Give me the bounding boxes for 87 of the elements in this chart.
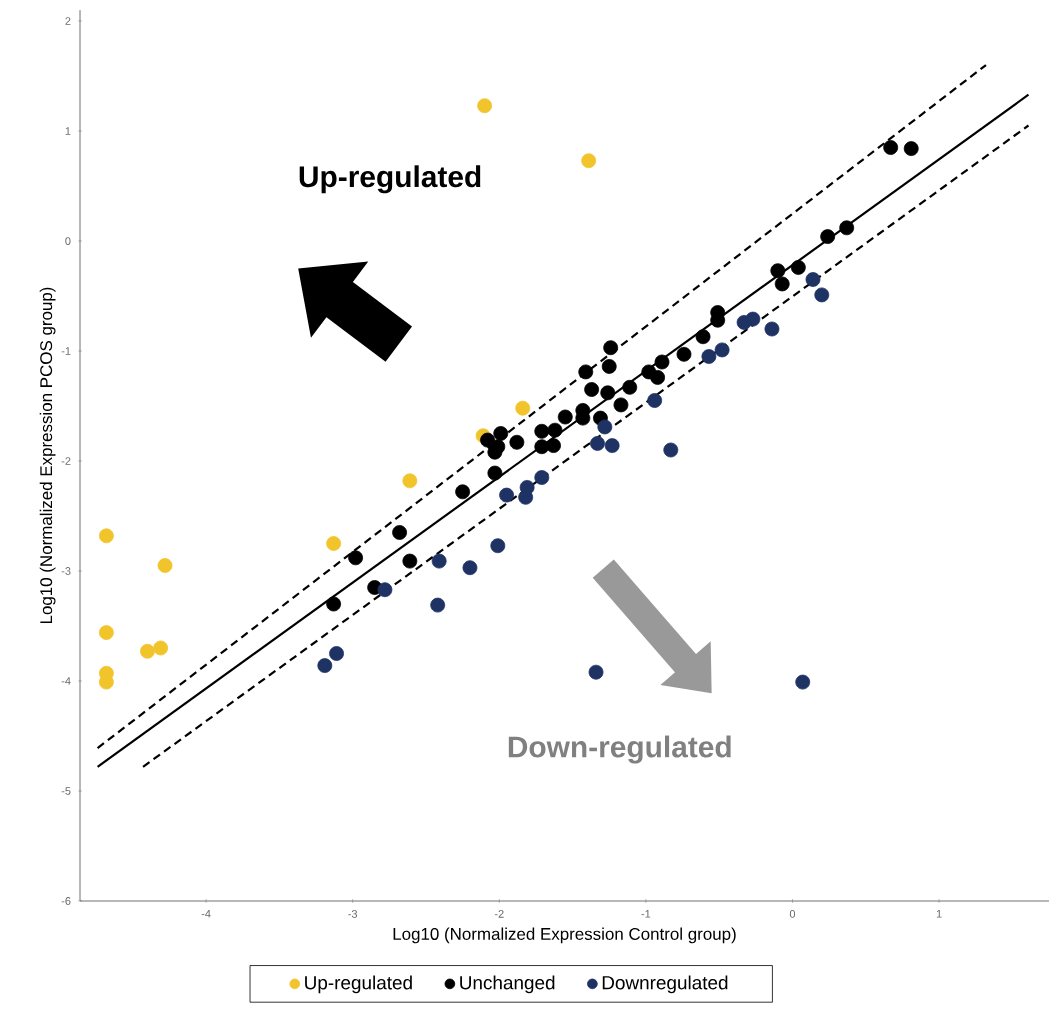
point xyxy=(329,646,344,661)
point xyxy=(477,98,493,114)
point xyxy=(431,553,447,569)
point xyxy=(534,423,550,439)
point xyxy=(140,643,155,659)
point xyxy=(578,364,594,380)
x-tick-label: -2 xyxy=(494,910,504,918)
legend-label: Unchanged xyxy=(460,975,555,994)
point xyxy=(883,140,899,155)
x-tick-label: 1 xyxy=(936,910,942,918)
point xyxy=(613,397,629,413)
point xyxy=(348,550,364,566)
point xyxy=(600,385,616,401)
point xyxy=(546,438,561,454)
point xyxy=(795,674,811,690)
point xyxy=(654,354,670,370)
y-tick-label: -5 xyxy=(61,787,71,795)
point xyxy=(515,400,531,416)
point xyxy=(790,260,806,275)
x-tick-label: -1 xyxy=(641,910,651,918)
point xyxy=(770,263,786,279)
y-tick-label: 2 xyxy=(65,17,71,25)
point xyxy=(745,311,761,327)
point xyxy=(820,229,836,245)
point xyxy=(153,640,169,656)
point xyxy=(839,220,855,236)
point xyxy=(462,560,478,576)
point xyxy=(157,558,173,573)
point xyxy=(534,470,550,485)
point xyxy=(603,340,619,356)
y-tick-label: -6 xyxy=(61,897,71,905)
point xyxy=(402,473,418,489)
point xyxy=(326,596,342,612)
y-tick-label: 0 xyxy=(65,237,71,245)
point xyxy=(641,364,657,380)
point xyxy=(601,359,617,374)
legend-label: Downregulated xyxy=(602,975,728,994)
y-tick-label: 1 xyxy=(65,127,71,135)
legend-label: Up-regulated xyxy=(305,975,412,994)
point xyxy=(534,439,550,455)
point xyxy=(647,393,663,408)
point xyxy=(676,346,692,362)
point xyxy=(480,432,495,448)
point xyxy=(701,349,717,364)
point xyxy=(764,321,780,337)
point xyxy=(455,484,471,500)
point xyxy=(98,625,114,640)
point xyxy=(430,597,446,613)
x-tick-label: -4 xyxy=(201,910,211,918)
point xyxy=(588,664,604,680)
y-tick-label: -4 xyxy=(61,677,71,685)
point xyxy=(490,538,506,554)
point xyxy=(663,442,679,458)
point xyxy=(317,658,333,673)
point xyxy=(326,536,342,551)
point xyxy=(774,276,790,292)
y-tick-label: -1 xyxy=(61,347,71,355)
x-tick-label: -3 xyxy=(348,910,358,918)
point xyxy=(604,438,620,454)
point xyxy=(547,422,563,438)
point xyxy=(557,409,573,425)
point xyxy=(402,553,418,569)
point xyxy=(597,419,613,435)
point xyxy=(392,525,407,540)
x-axis-title: Log10 (Normalized Expression Control group) xyxy=(393,927,736,944)
y-tick-label: -3 xyxy=(61,567,71,575)
x-tick-label: 0 xyxy=(789,910,796,918)
annotation: Up-regulated xyxy=(299,165,481,194)
point xyxy=(499,487,514,503)
point xyxy=(377,582,393,598)
point xyxy=(98,528,114,544)
annotation: Down-regulated xyxy=(508,735,731,764)
point xyxy=(487,465,503,481)
point xyxy=(584,382,600,397)
point xyxy=(695,329,711,345)
point xyxy=(518,489,534,505)
point xyxy=(493,426,509,441)
point xyxy=(714,342,730,358)
point xyxy=(509,434,525,450)
y-tick-label: -2 xyxy=(61,457,71,465)
point xyxy=(581,153,597,169)
point xyxy=(814,287,830,303)
y-axis-title: Log10 (Normalized Expression PCOS group) xyxy=(39,287,56,624)
point xyxy=(805,272,821,287)
point xyxy=(622,379,638,395)
point xyxy=(590,436,605,451)
point xyxy=(903,141,919,157)
